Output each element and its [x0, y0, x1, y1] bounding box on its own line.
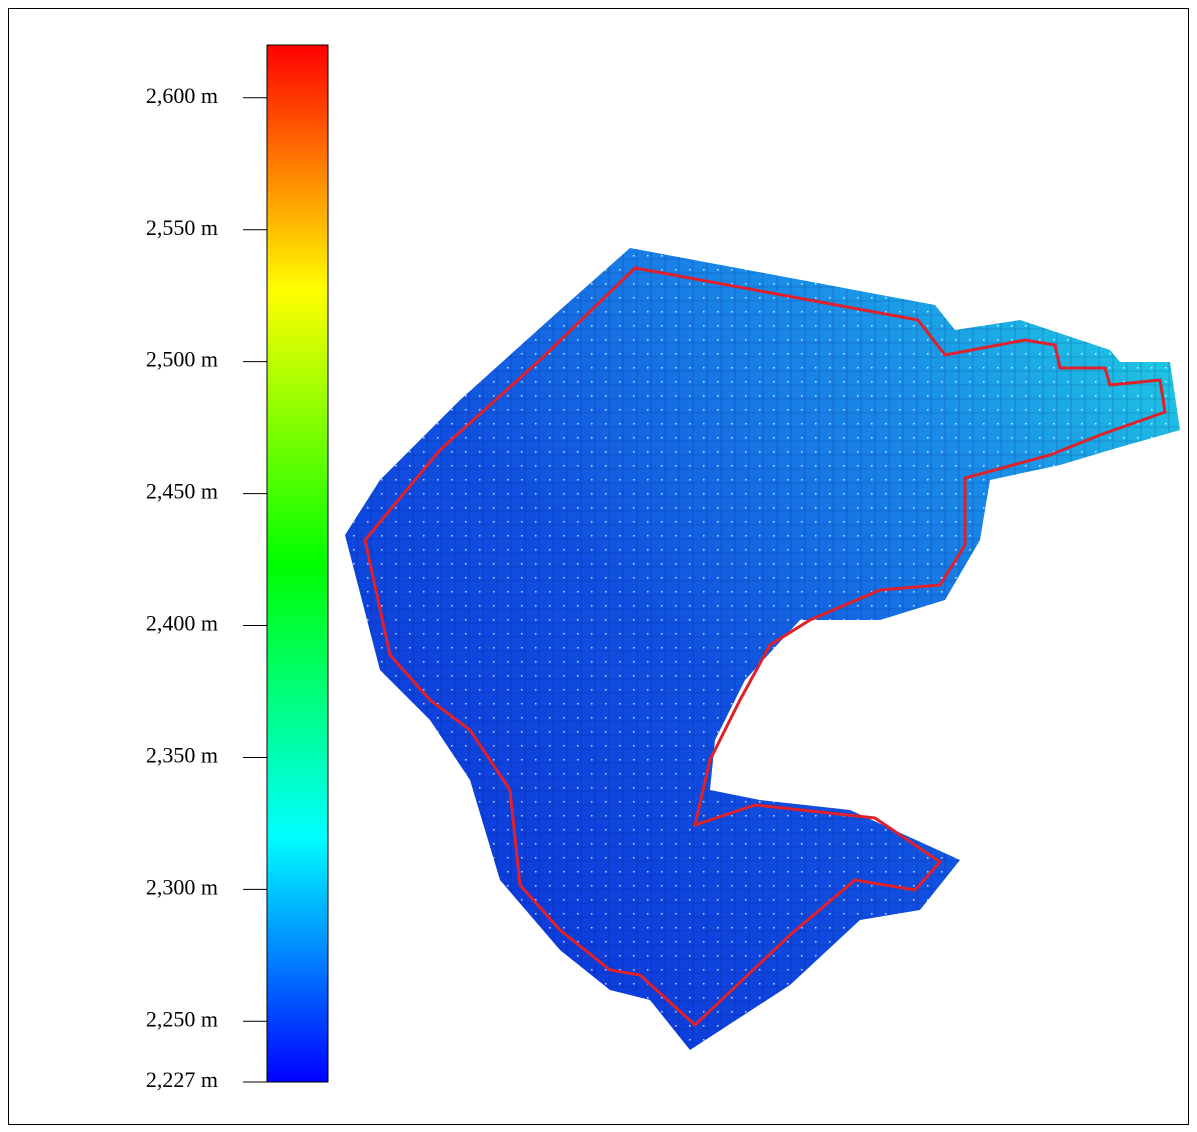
tick-label: 2,500 m [146, 347, 218, 372]
map-view: 2,227 m 2,250 m 2,300 m 2,350 m 2,400 m 2,450… [0, 0, 1197, 1132]
color-bar [267, 45, 328, 1082]
tick-label: 2,300 m [146, 874, 218, 899]
tick-label: 2,550 m [146, 215, 218, 240]
tick-label: 2,600 m [146, 83, 218, 108]
tick-label: 2,350 m [146, 742, 218, 767]
tick-label: 2,250 m [146, 1006, 218, 1031]
tick-label: 2,227 m [146, 1067, 218, 1092]
tick-label: 2,400 m [146, 611, 218, 636]
tick-label: 2,450 m [146, 479, 218, 504]
